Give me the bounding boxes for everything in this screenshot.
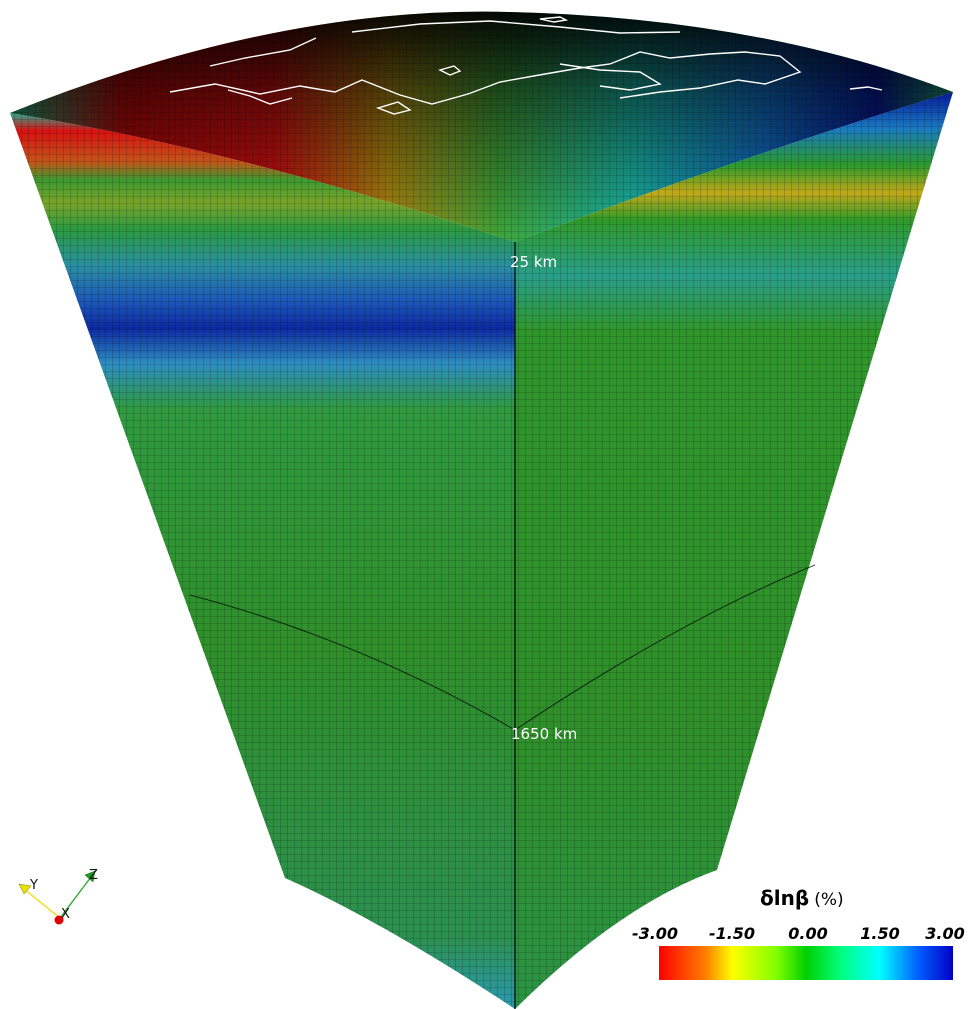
mid-layer-boundary-left xyxy=(189,594,516,731)
z-axis-line xyxy=(59,876,92,919)
y-axis-line xyxy=(23,888,61,919)
y-axis-arrow-icon xyxy=(18,883,32,895)
mid-layer-boundary-right xyxy=(514,564,816,731)
x-axis-dot-icon xyxy=(54,915,64,925)
depth-label-25km: 25 km xyxy=(510,253,557,271)
legend-tick-label: -1.50 xyxy=(708,924,756,943)
legend-title-symbol: δlnβ xyxy=(760,886,810,910)
legend-tick-label: 3.00 xyxy=(925,924,965,943)
z-axis-letter: Z xyxy=(89,868,98,883)
legend-tick-label: 1.50 xyxy=(860,924,900,943)
legend-title: δlnβ (%) xyxy=(760,886,844,910)
x-axis-letter: X xyxy=(61,907,70,922)
legend-tick-label: -3.00 xyxy=(631,924,679,943)
y-axis-letter: Y xyxy=(29,878,38,893)
depth-label-1650km: 1650 km xyxy=(511,725,577,743)
top-surface xyxy=(10,11,953,242)
z-axis-arrow-icon xyxy=(84,870,96,883)
coastlines xyxy=(169,16,883,115)
right-face xyxy=(515,92,953,1009)
orientation-axes-triad: Y Z X xyxy=(18,868,98,925)
legend-tick-labels: -3.00 -1.50 0.00 1.50 3.00 xyxy=(630,924,969,946)
legend-title-unit: (%) xyxy=(814,890,844,910)
left-face xyxy=(10,113,515,1009)
legend-tick-label: 0.00 xyxy=(788,924,828,943)
legend-colorbar xyxy=(659,946,953,980)
